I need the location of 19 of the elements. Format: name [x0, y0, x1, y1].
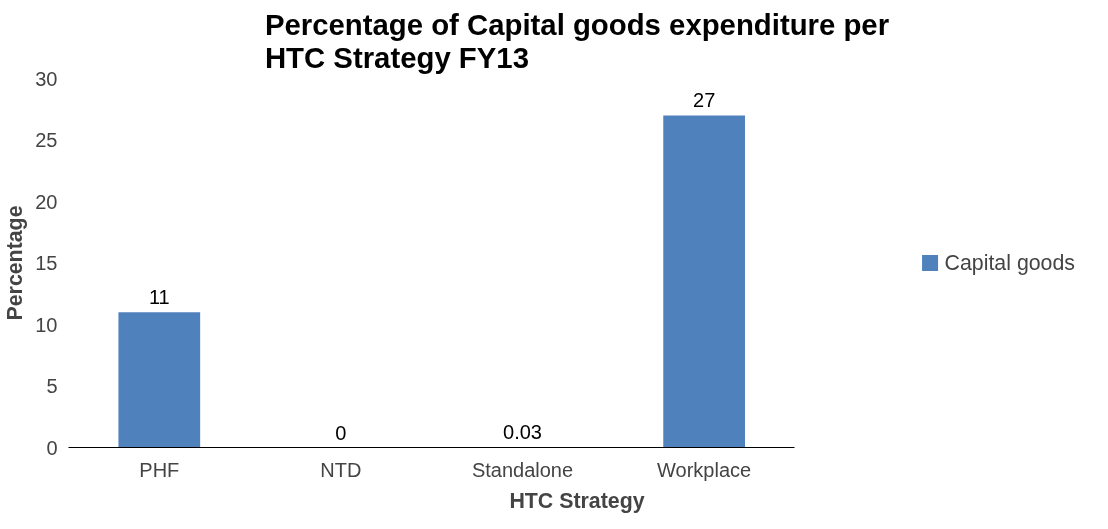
- data-label: 27: [693, 89, 716, 112]
- y-tick-label: 20: [35, 190, 58, 213]
- y-axis-title: Percentage: [3, 205, 28, 321]
- x-tick-label: PHF: [139, 458, 180, 481]
- y-tick-label: 25: [35, 129, 58, 151]
- y-tick-label: 10: [35, 313, 58, 336]
- x-tick-label: Standalone: [471, 458, 574, 481]
- y-tick-label: 30: [35, 67, 58, 90]
- data-label: 0: [335, 421, 347, 444]
- y-tick-label: 15: [35, 252, 58, 274]
- data-label: 11: [148, 286, 170, 309]
- x-tick-label: NTD: [320, 458, 362, 481]
- chart-title: Percentage of Capital goods expenditure per HTC Strategy FY13: [264, 7, 890, 74]
- data-label: 0.03: [503, 421, 542, 444]
- y-tick-label: 0: [46, 436, 58, 459]
- x-axis-title: HTC Strategy: [509, 488, 645, 513]
- legend-label: Capital goods: [944, 250, 1075, 275]
- y-tick-label: 5: [46, 375, 58, 397]
- x-tick-label: Workplace: [657, 458, 752, 481]
